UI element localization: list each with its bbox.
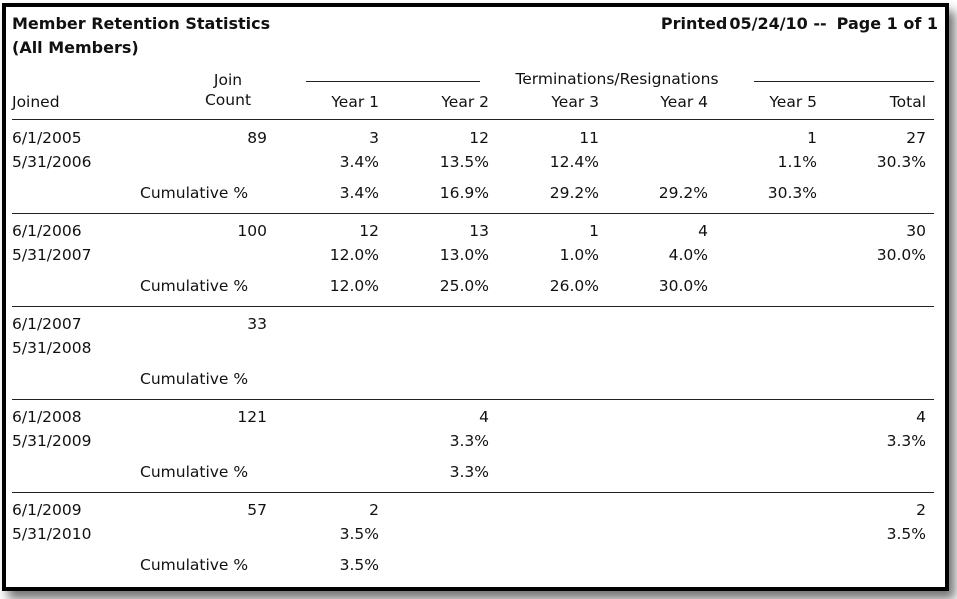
total-percent: 30.3% xyxy=(876,153,926,171)
year4-count: 4 xyxy=(698,222,708,240)
report-frame: Member Retention Statistics (All Members… xyxy=(2,3,949,591)
page-info: Page 1 of 1 xyxy=(836,14,938,33)
year1-count: 12 xyxy=(359,222,379,240)
year2-percent: 3.3% xyxy=(449,432,489,450)
period-end: 5/31/2006 xyxy=(12,153,92,171)
total-header: Total xyxy=(889,93,926,111)
group-divider xyxy=(12,213,934,214)
join-count: 57 xyxy=(247,501,267,519)
total-count: 4 xyxy=(916,408,926,426)
total-percent: 3.3% xyxy=(886,432,926,450)
year1-cumulative: 12.0% xyxy=(329,277,379,295)
year4-cumulative: 29.2% xyxy=(658,184,708,202)
printed-label: Printed xyxy=(660,14,728,33)
terminations-group-header: Terminations/Resignations xyxy=(515,70,719,88)
cumulative-label: Cumulative % xyxy=(140,277,249,295)
period-start: 6/1/2009 xyxy=(12,501,82,519)
cumulative-label: Cumulative % xyxy=(140,556,249,574)
year4-cumulative: 30.0% xyxy=(658,277,708,295)
year1-count: 3 xyxy=(369,129,379,147)
year2-cumulative: 3.3% xyxy=(449,463,489,481)
total-count: 30 xyxy=(906,222,926,240)
year2-cumulative: 25.0% xyxy=(439,277,489,295)
year4-percent: 4.0% xyxy=(668,246,708,264)
year2-count: 12 xyxy=(469,129,489,147)
year1-percent: 3.4% xyxy=(339,153,379,171)
year2-percent: 13.0% xyxy=(439,246,489,264)
year5-header: Year 5 xyxy=(769,93,817,111)
period-end: 5/31/2007 xyxy=(12,246,92,264)
year4-header: Year 4 xyxy=(660,93,708,111)
period-end: 5/31/2009 xyxy=(12,432,92,450)
group-divider xyxy=(12,306,934,307)
year3-cumulative: 26.0% xyxy=(549,277,599,295)
year1-percent: 3.5% xyxy=(339,525,379,543)
year2-header: Year 2 xyxy=(441,93,489,111)
year1-header: Year 1 xyxy=(331,93,379,111)
year3-percent: 12.4% xyxy=(549,153,599,171)
period-end: 5/31/2008 xyxy=(12,339,92,357)
year1-cumulative: 3.5% xyxy=(339,556,379,574)
period-start: 6/1/2007 xyxy=(12,315,82,333)
year3-count: 1 xyxy=(589,222,599,240)
group-divider xyxy=(12,399,934,400)
year2-count: 4 xyxy=(479,408,489,426)
year3-header: Year 3 xyxy=(551,93,599,111)
year1-count: 2 xyxy=(369,501,379,519)
group-rule-right xyxy=(754,81,934,82)
period-end: 5/31/2010 xyxy=(12,525,92,543)
print-info: Printed 05/24/10 -- Page 1 of 1 xyxy=(661,15,938,33)
year5-count: 1 xyxy=(807,129,817,147)
year1-percent: 12.0% xyxy=(329,246,379,264)
total-percent: 30.0% xyxy=(876,246,926,264)
report-title: Member Retention Statistics xyxy=(12,14,271,33)
total-count: 27 xyxy=(906,129,926,147)
year2-count: 13 xyxy=(469,222,489,240)
year5-cumulative: 30.3% xyxy=(767,184,817,202)
cumulative-label: Cumulative % xyxy=(140,184,249,202)
group-rule-left xyxy=(306,81,480,82)
header-rule xyxy=(12,119,934,120)
period-start: 6/1/2008 xyxy=(12,408,82,426)
total-percent: 3.5% xyxy=(886,525,926,543)
year3-count: 11 xyxy=(579,129,599,147)
year5-percent: 1.1% xyxy=(777,153,817,171)
join-count: 33 xyxy=(247,315,267,333)
join-count: 100 xyxy=(237,222,267,240)
join-count: 121 xyxy=(237,408,267,426)
year3-percent: 1.0% xyxy=(559,246,599,264)
period-start: 6/1/2005 xyxy=(12,129,82,147)
cumulative-label: Cumulative % xyxy=(140,370,249,388)
join-count-header-line1: Join xyxy=(213,71,243,89)
total-count: 2 xyxy=(916,501,926,519)
year3-cumulative: 29.2% xyxy=(549,184,599,202)
year2-cumulative: 16.9% xyxy=(439,184,489,202)
joined-header: Joined xyxy=(12,93,60,111)
group-divider xyxy=(12,492,934,493)
join-count-header-line2: Count xyxy=(204,91,252,109)
period-start: 6/1/2006 xyxy=(12,222,82,240)
year2-percent: 13.5% xyxy=(439,153,489,171)
report-sheet: Member Retention Statistics (All Members… xyxy=(6,7,945,587)
year1-cumulative: 3.4% xyxy=(339,184,379,202)
report-subtitle: (All Members) xyxy=(12,38,139,57)
join-count: 89 xyxy=(247,129,267,147)
cumulative-label: Cumulative % xyxy=(140,463,249,481)
printed-date: 05/24/10 -- xyxy=(729,14,827,33)
